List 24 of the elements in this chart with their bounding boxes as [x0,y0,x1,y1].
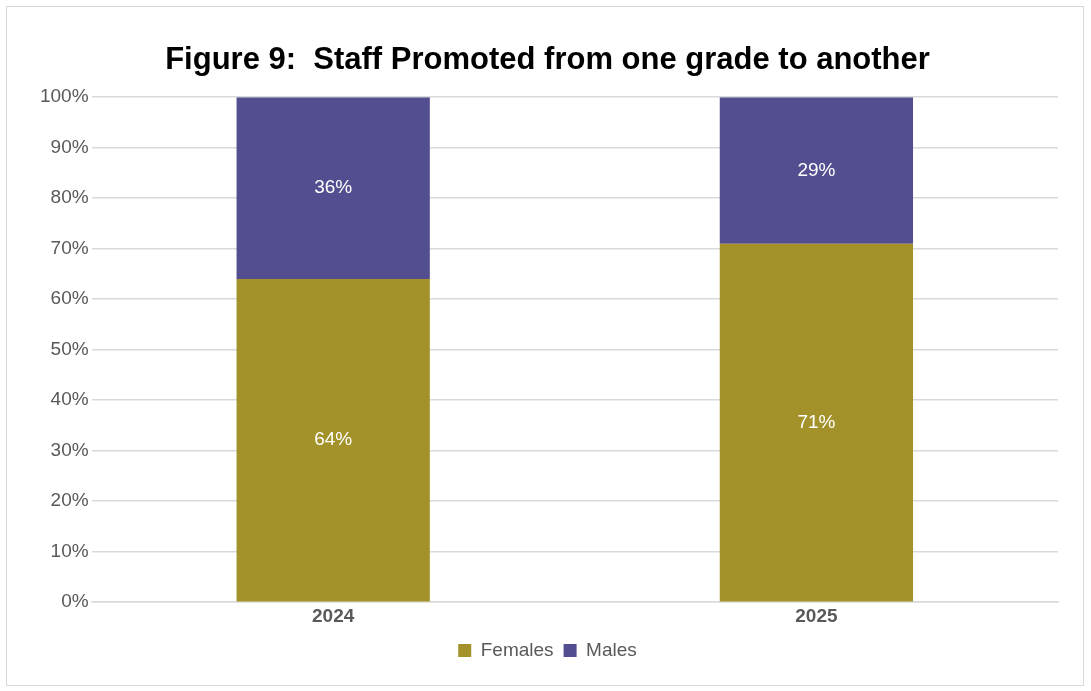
y-tick-label: 10% [50,539,89,561]
data-label: 29% [797,158,836,180]
y-tick-label: 50% [50,337,89,359]
chart-title: Figure 9: Staff Promoted from one grade to another [165,41,930,77]
y-tick-label: 60% [50,287,89,309]
legend-label: Females [480,638,554,660]
y-tick-label: 80% [50,186,89,208]
x-tick-label: 2024 [312,604,355,626]
y-tick-label: 0% [61,590,89,612]
data-label: 64% [314,428,353,450]
y-tick-label: 100% [39,85,89,107]
y-tick-label: 40% [50,388,89,410]
bar [719,97,914,244]
x-tick-label: 2025 [795,604,838,626]
legend-label: Males [586,638,637,660]
y-tick-label: 90% [50,135,89,157]
bar [236,97,430,279]
y-tick-label: 70% [50,236,89,258]
data-label: 71% [797,410,836,432]
data-label: 36% [314,176,353,198]
bar [719,243,914,602]
bar [236,279,430,602]
y-tick-label: 30% [50,438,89,460]
y-tick-label: 20% [50,489,89,511]
